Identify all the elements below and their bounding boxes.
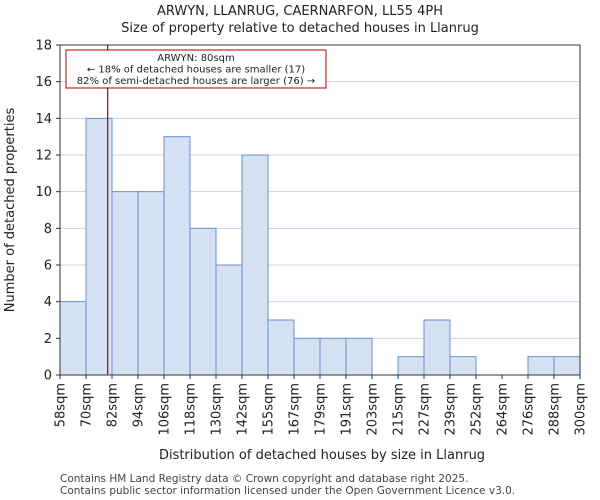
- y-tick-label: 4: [44, 295, 52, 310]
- x-tick-label: 70sqm: [80, 383, 95, 427]
- chart-title: ARWYN, LLANRUG, CAERNARFON, LL55 4PH: [156, 4, 444, 19]
- histogram-bar: [553, 356, 581, 376]
- y-tick-label: 16: [35, 75, 52, 90]
- x-tick-label: 276sqm: [522, 383, 537, 436]
- x-tick-label: 239sqm: [444, 383, 459, 436]
- histogram-bar: [397, 356, 425, 376]
- x-axis-label: Distribution of detached houses by size …: [159, 448, 485, 463]
- annotation-line-3: 82% of semi-detached houses are larger (…: [77, 76, 315, 87]
- y-tick-label: 14: [35, 112, 52, 127]
- chart-subtitle: Size of property relative to detached ho…: [121, 21, 479, 36]
- x-tick-label: 142sqm: [236, 383, 251, 436]
- x-tick-label: 58sqm: [54, 383, 69, 427]
- y-tick-label: 2: [44, 332, 52, 347]
- histogram-bar: [449, 356, 477, 376]
- y-tick-label: 10: [35, 185, 52, 200]
- histogram-bar: [59, 301, 87, 376]
- histogram-bar: [189, 227, 217, 376]
- x-tick-label: 203sqm: [366, 383, 381, 436]
- bars-group: [59, 117, 581, 376]
- histogram-bar: [267, 319, 295, 376]
- y-tick-label: 12: [35, 149, 52, 164]
- histogram-bar: [345, 337, 373, 376]
- annotation-line-2: ← 18% of detached houses are smaller (17…: [87, 65, 305, 76]
- histogram-bar: [215, 264, 243, 376]
- histogram-bar: [423, 319, 451, 376]
- footer-line-2: Contains public sector information licen…: [60, 485, 516, 497]
- x-tick-label: 179sqm: [314, 383, 329, 436]
- x-tick-label: 130sqm: [210, 383, 225, 436]
- x-tick-label: 191sqm: [340, 383, 355, 436]
- histogram-bar: [319, 337, 347, 376]
- annotation-frame: [65, 49, 327, 89]
- x-tick-label: 82sqm: [106, 383, 121, 427]
- x-tick-label: 118sqm: [184, 383, 199, 436]
- x-tick-label: 264sqm: [496, 383, 511, 436]
- y-tick-label: 6: [44, 259, 52, 274]
- x-tick-label: 155sqm: [262, 383, 277, 436]
- histogram-bar: [241, 154, 269, 376]
- x-tick-label: 288sqm: [548, 383, 563, 436]
- x-tick-label: 106sqm: [158, 383, 173, 436]
- y-tick-label: 8: [44, 222, 52, 237]
- footer-line-1: Contains HM Land Registry data © Crown c…: [60, 473, 469, 485]
- histogram-bar: [163, 136, 191, 376]
- x-tick-label: 167sqm: [288, 383, 303, 436]
- x-tick-label: 215sqm: [392, 383, 407, 436]
- histogram-bar: [293, 337, 321, 376]
- y-tick-label: 18: [35, 39, 52, 54]
- histogram-bar: [111, 191, 139, 376]
- histogram-bar: [527, 356, 555, 376]
- x-tick-label: 300sqm: [574, 383, 589, 436]
- x-tick-label: 94sqm: [132, 383, 147, 427]
- y-tick-label: 0: [44, 369, 52, 384]
- x-axis-ticks: 58sqm 70sqm 82sqm 94sqm 106sqm 118sqm 130sqm 14…: [54, 375, 589, 436]
- y-axis-label: Number of detached properties: [3, 108, 18, 313]
- x-tick-label: 252sqm: [470, 383, 485, 436]
- histogram-bar: [137, 191, 165, 376]
- annotation-line-1: ARWYN: 80sqm: [157, 53, 234, 64]
- y-axis-ticks: 0 2 4 6 8 10 12 14 16 18: [35, 39, 60, 384]
- annotation-box: ARWYN: 80sqm ← 18% of detached houses ar…: [65, 49, 327, 89]
- x-tick-label: 227sqm: [418, 383, 433, 436]
